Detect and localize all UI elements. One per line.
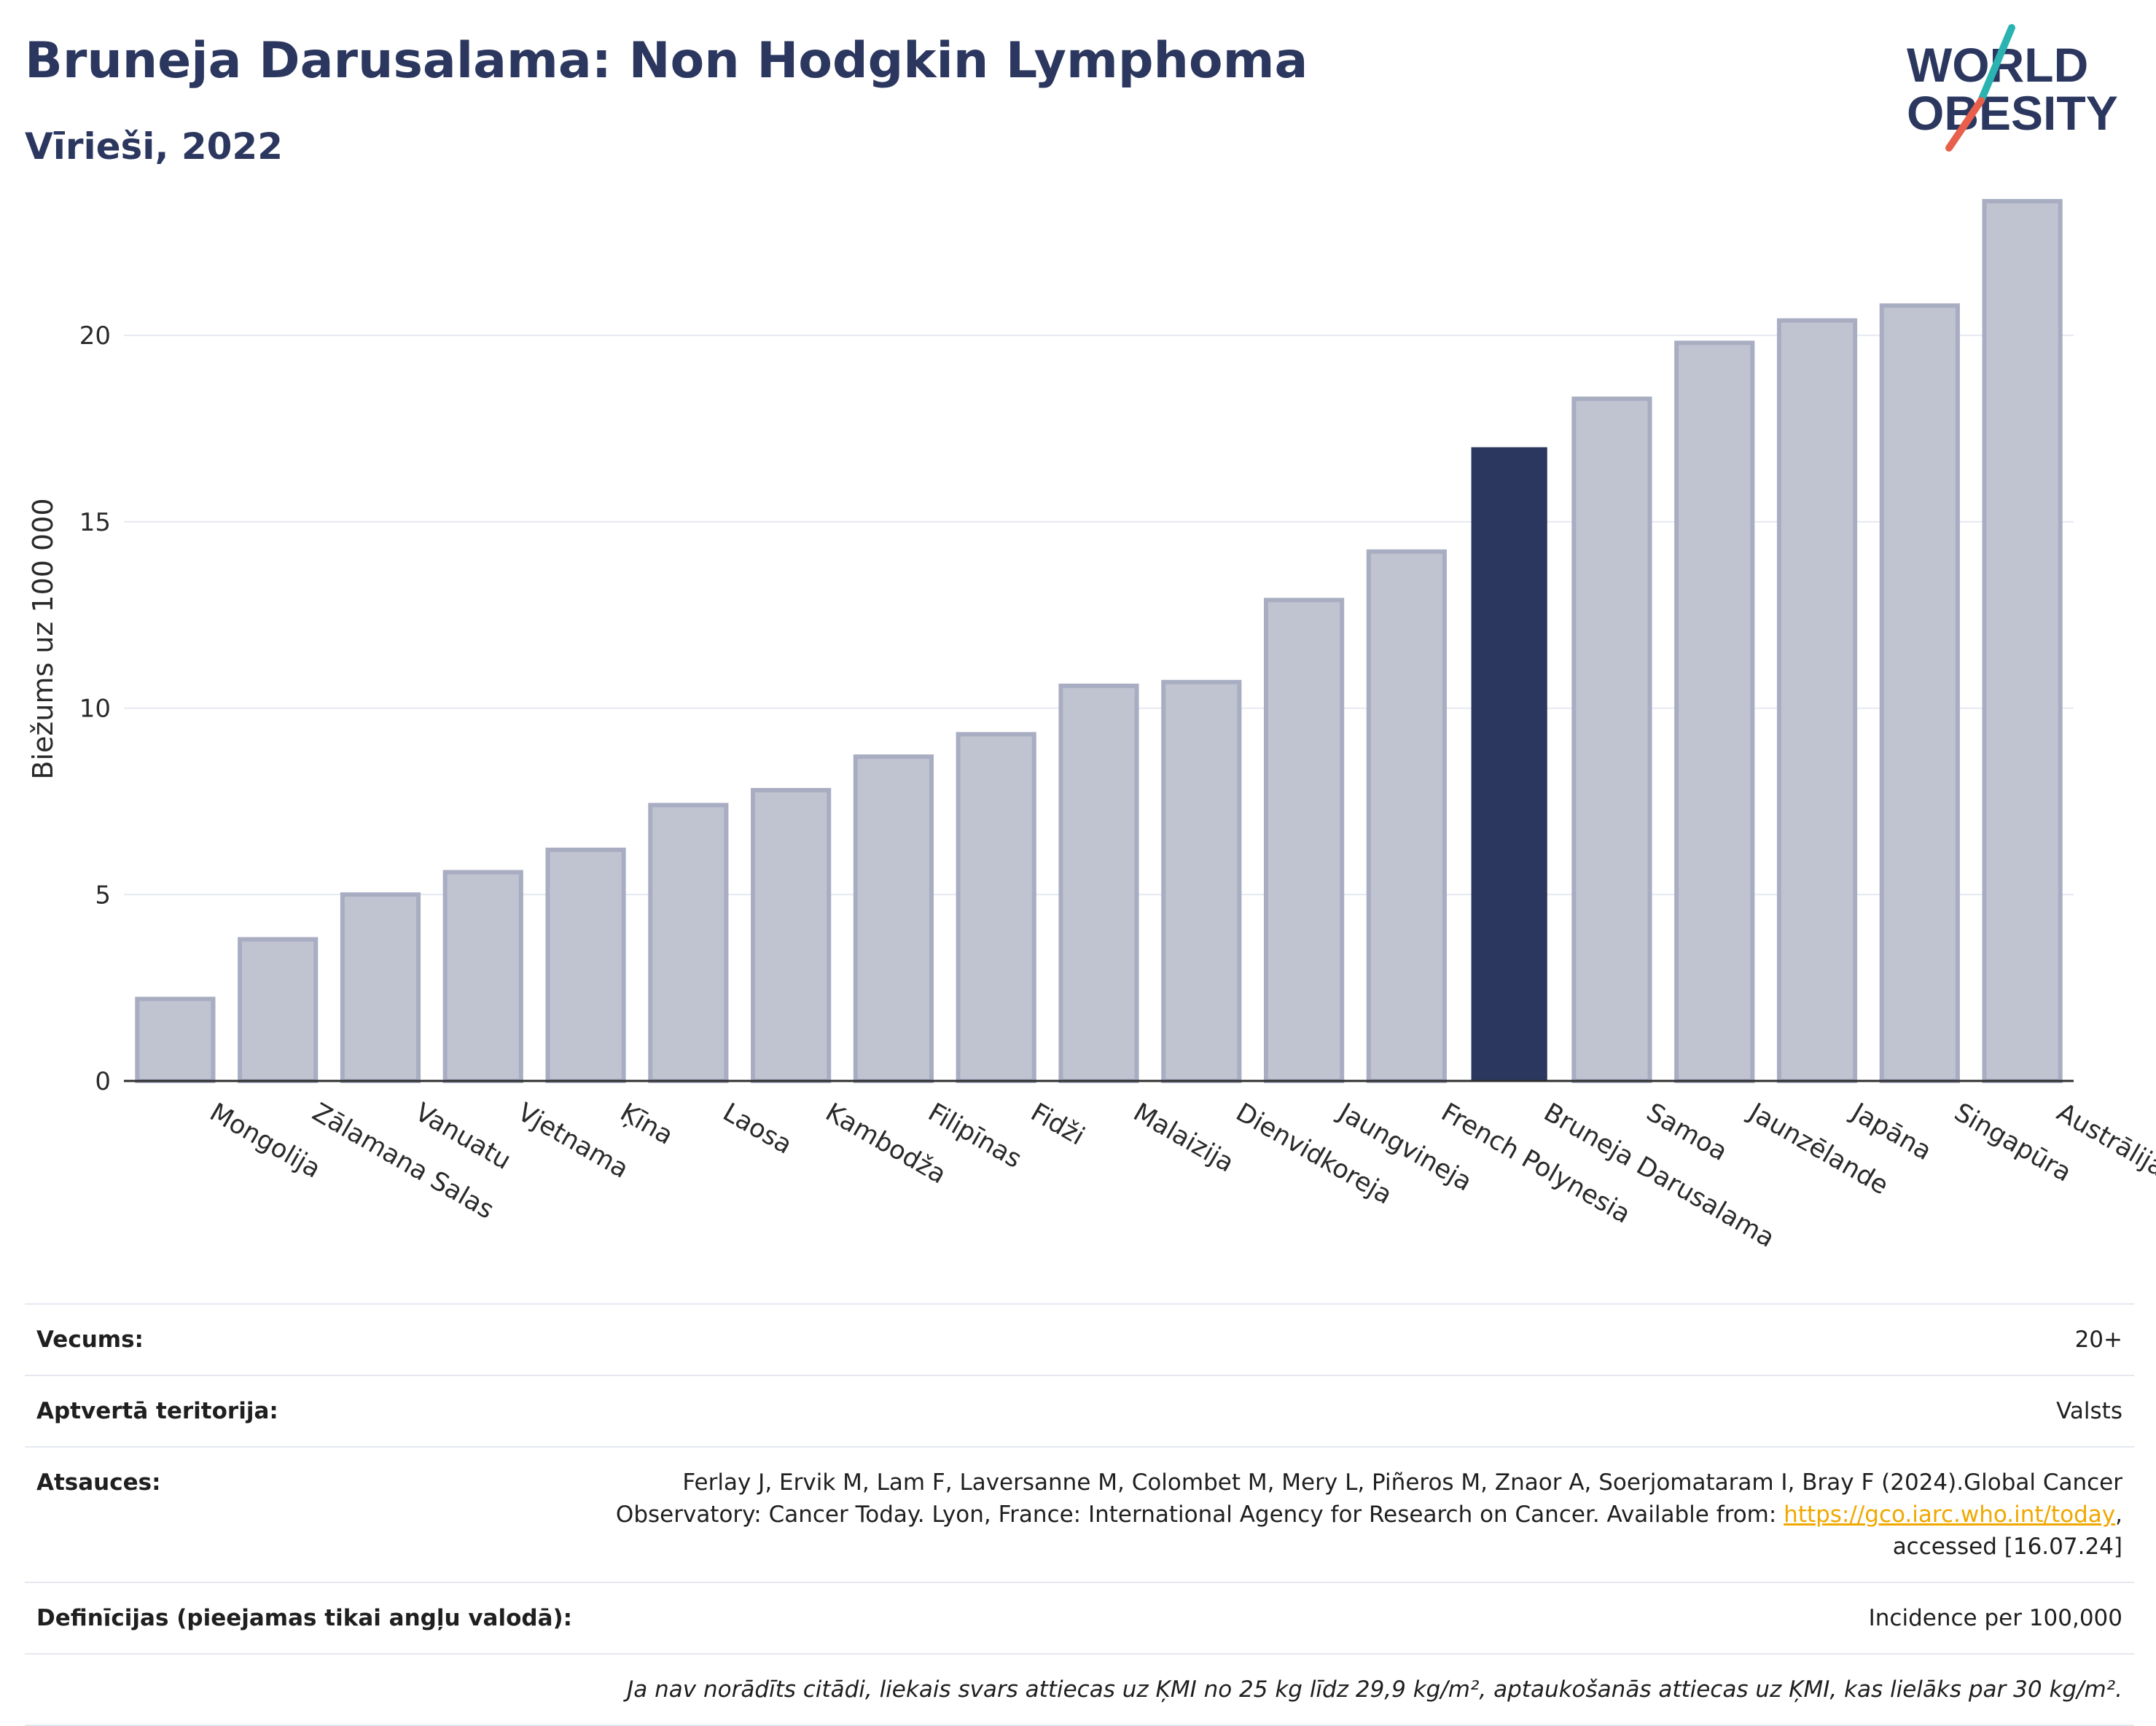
x-tick-label: Singapūra: [1949, 1098, 2076, 1188]
definitions-label: Definīcijas (pieejamas tikai angļu valod…: [25, 1582, 602, 1655]
references-accessed: , accessed [16.07.24]: [1892, 1502, 2122, 1560]
info-row-note: Ja nav norādīts citādi, liekais svars at…: [25, 1653, 2134, 1726]
chart-subtitle: Vīrieši, 2022: [25, 125, 284, 168]
bar: [442, 870, 523, 1083]
info-row-coverage: Aptvertā teritorija: Valsts: [25, 1375, 2134, 1448]
bar: [238, 937, 319, 1083]
age-value: 20+: [602, 1303, 2134, 1376]
bar: [1879, 303, 1960, 1084]
logo-slash-teal: [1977, 24, 2015, 104]
bar: [956, 732, 1036, 1083]
x-tick-label: Fidži: [1026, 1098, 1089, 1151]
bmi-note: Ja nav norādīts citādi, liekais svars at…: [602, 1653, 2134, 1726]
info-table: Vecums: 20+ Aptvertā teritorija: Valsts …: [25, 1303, 2134, 1726]
bar: [751, 788, 832, 1083]
world-obesity-logo: WORLD OBESITY: [1907, 24, 2118, 152]
y-axis-label: Biežums uz 100 000: [27, 498, 59, 779]
info-row-definitions: Definīcijas (pieejamas tikai angļu valod…: [25, 1582, 2134, 1655]
bar: [545, 847, 626, 1084]
logo-slash-red: [1945, 97, 1985, 152]
bar: [340, 892, 421, 1084]
references-value: Ferlay J, Ervik M, Lam F, Laversanne M, …: [602, 1446, 2134, 1583]
x-tick-label: Laosa: [718, 1098, 797, 1160]
y-tick-label: 0: [95, 1067, 111, 1096]
age-label: Vecums:: [25, 1303, 602, 1376]
y-tick-label: 20: [79, 321, 111, 351]
bar: [1982, 199, 2063, 1083]
bar: [1366, 549, 1447, 1083]
references-label: Atsauces:: [25, 1446, 602, 1583]
coverage-label: Aptvertā teritorija:: [25, 1375, 602, 1448]
bar: [1674, 340, 1755, 1084]
info-row-references: Atsauces: Ferlay J, Ervik M, Lam F, Lave…: [25, 1446, 2134, 1583]
y-tick-label: 10: [79, 695, 111, 724]
bar: [648, 803, 729, 1083]
x-tick-label: Vjetnama: [512, 1098, 633, 1184]
bar: [1161, 679, 1242, 1083]
logo-text-obesity: OBESITY: [1907, 86, 2118, 140]
y-tick-label: 5: [95, 880, 111, 910]
bar: [1776, 318, 1858, 1084]
bar: [1058, 683, 1139, 1083]
bar: [853, 754, 934, 1083]
x-tick-label: Ķīna: [615, 1098, 678, 1151]
definitions-value: Incidence per 100,000: [602, 1582, 2134, 1655]
x-tick-label: Zālamana Salas: [308, 1098, 499, 1225]
references-link[interactable]: https://gco.iarc.who.int/today: [1784, 1502, 2116, 1528]
x-tick-label: Mongolija: [205, 1098, 326, 1184]
y-tick-label: 15: [79, 508, 111, 537]
coverage-value: Valsts: [602, 1375, 2134, 1448]
bar: [135, 996, 216, 1083]
bar: [1263, 598, 1345, 1083]
y-tick-labels: 0 5 10 15 20: [79, 321, 111, 1096]
x-tick-label: French Polynesia: [1436, 1098, 1635, 1230]
bar: [1571, 397, 1652, 1083]
note-spacer: [25, 1653, 602, 1726]
x-tick-label: Malaizija: [1128, 1098, 1238, 1179]
bars: [135, 199, 2063, 1084]
chart-title: Bruneja Darusalama: Non Hodgkin Lymphoma: [25, 32, 1308, 90]
bar-highlighted: [1471, 447, 1547, 1081]
info-row-age: Vecums: 20+: [25, 1303, 2134, 1376]
references-text: Ferlay J, Ervik M, Lam F, Laversanne M, …: [615, 1469, 2122, 1528]
